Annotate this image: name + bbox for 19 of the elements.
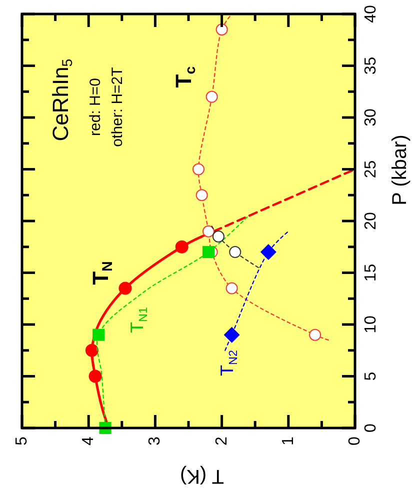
x-tick-label: 3 xyxy=(146,436,164,446)
y-tick-label: 40 xyxy=(362,5,380,23)
x-tick-label: 4 xyxy=(80,436,98,446)
x-axis-title: T (K) xyxy=(180,465,224,487)
y-tick-label: 15 xyxy=(362,264,380,282)
y-axis-title: P (kbar) xyxy=(389,134,411,206)
x-tick-label: 0 xyxy=(346,436,364,446)
y-tick-label: 30 xyxy=(362,108,380,126)
annotation: red: H=0 xyxy=(86,78,104,136)
y-tick-label: 35 xyxy=(362,56,380,75)
x-tick-label: 2 xyxy=(213,436,230,446)
y-tick-label: 5 xyxy=(362,372,380,381)
annotation: other: H=2T xyxy=(108,67,126,147)
y-tick-label: 20 xyxy=(362,212,380,230)
y-tick-label: 10 xyxy=(362,316,380,334)
y-tick-label: 25 xyxy=(362,160,380,178)
x-tick-label: 5 xyxy=(14,436,30,446)
x-tick-label: 1 xyxy=(280,436,297,446)
y-tick-label: 0 xyxy=(362,423,380,432)
